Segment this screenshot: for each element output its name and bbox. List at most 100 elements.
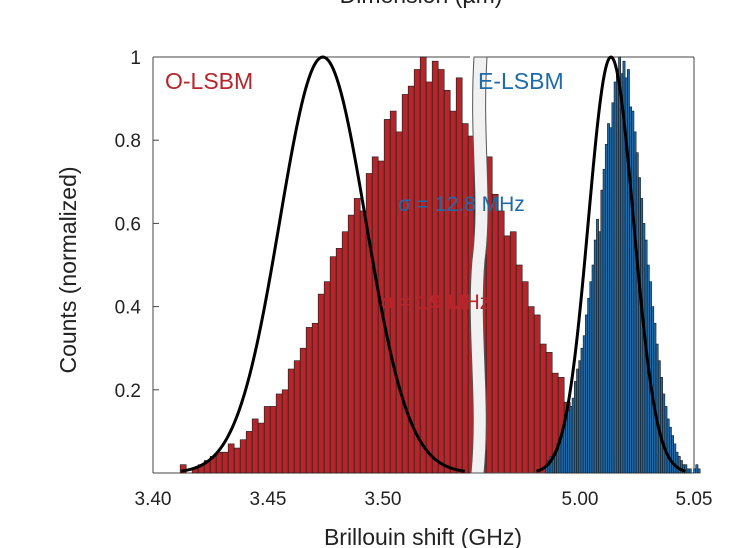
histogram-bar xyxy=(245,431,253,474)
gaussian-fit-curve xyxy=(180,55,466,473)
histogram-bar xyxy=(539,343,547,474)
histogram-bar xyxy=(503,235,511,474)
histogram-bar xyxy=(618,56,621,474)
histogram-bar xyxy=(425,81,433,474)
y-tick-label: 1 xyxy=(130,48,141,69)
histogram-bar xyxy=(359,210,367,474)
histogram-bar xyxy=(335,248,343,474)
histogram-bar xyxy=(578,360,582,474)
histogram-bar xyxy=(635,152,639,474)
histogram-bar xyxy=(341,231,349,474)
sigma-annotation-o: σ = 19 MHz xyxy=(381,291,490,314)
histogram-bar xyxy=(673,443,677,474)
histogram-bar xyxy=(668,426,672,474)
histogram-bar xyxy=(596,218,599,474)
histogram-bar xyxy=(323,281,331,474)
histogram-bar xyxy=(666,418,670,474)
histogram-bar xyxy=(629,106,633,474)
y-tick-label: 0.6 xyxy=(115,214,141,235)
histogram-bar xyxy=(576,368,580,474)
histogram-bar xyxy=(571,397,575,474)
histogram-bar xyxy=(671,435,674,474)
histogram-bar xyxy=(693,468,697,474)
histogram-bar xyxy=(515,264,523,474)
histogram-bar xyxy=(688,468,692,474)
histogram-bar xyxy=(574,381,577,474)
histogram-bar xyxy=(293,360,301,474)
histogram-bar xyxy=(585,314,588,474)
histogram-bar xyxy=(604,144,608,474)
histogram-bar xyxy=(593,239,597,474)
histogram-bar xyxy=(609,127,613,474)
histogram-bar xyxy=(257,422,265,474)
histogram-bar xyxy=(491,193,499,474)
histogram-bar xyxy=(299,347,307,474)
histogram-bar xyxy=(305,327,313,474)
break-band xyxy=(469,56,489,474)
histogram-bar xyxy=(521,281,529,474)
histogram-bar xyxy=(602,169,606,474)
histogram-bar xyxy=(371,156,379,474)
x-tick-label: 5.05 xyxy=(676,489,713,510)
sigma-annotation-e: σ = 12.8 MHz xyxy=(398,193,525,216)
top-label-cut: Dimension (µm) xyxy=(340,0,503,8)
x-tick-label: 3.40 xyxy=(135,489,172,510)
histogram-bar xyxy=(233,447,241,474)
histogram-bar xyxy=(580,347,584,474)
histogram-bars xyxy=(545,56,701,474)
histogram-bar xyxy=(413,69,421,474)
histogram-bar xyxy=(600,189,604,474)
series-label-e-lsbm: E-LSBM xyxy=(478,68,564,94)
histogram-bar xyxy=(227,443,235,474)
axis-break-mark xyxy=(469,56,489,474)
histogram-bar xyxy=(437,69,445,474)
histogram-bar xyxy=(565,418,568,474)
histogram-bar xyxy=(611,102,615,474)
histogram-bar xyxy=(239,439,247,474)
histogram-bar xyxy=(497,210,505,474)
histogram-bar xyxy=(607,123,610,474)
histogram-bar xyxy=(545,352,553,474)
histogram-bar xyxy=(589,281,593,474)
histogram-bar xyxy=(251,418,259,474)
histogram-bar xyxy=(329,256,337,474)
histogram-bar xyxy=(347,214,355,474)
series-label-o-lsbm: O-LSBM xyxy=(165,68,253,94)
histogram-bar xyxy=(443,89,451,474)
histogram-bar xyxy=(686,468,690,474)
histogram-bar xyxy=(569,406,573,474)
histogram-bar xyxy=(620,73,624,474)
histogram-bar xyxy=(591,264,595,474)
histogram-bar xyxy=(221,451,229,474)
histogram-bar xyxy=(633,131,637,474)
histogram-bar xyxy=(615,69,619,474)
histogram-bar xyxy=(660,377,663,474)
y-tick-label: 0.8 xyxy=(115,131,141,152)
histogram-bar xyxy=(419,56,427,474)
x-tick-label: 3.50 xyxy=(365,489,402,510)
panel-o-lsbm xyxy=(152,55,637,474)
histogram-bar xyxy=(353,198,361,474)
x-tick-label: 3.45 xyxy=(250,489,287,510)
histogram-bar xyxy=(263,406,271,474)
histogram-bar xyxy=(317,293,325,474)
gaussian-fit-curve xyxy=(535,55,687,473)
histogram-bar xyxy=(533,314,541,474)
x-tick-labels: 3.40 3.45 3.50 5.00 5.05 xyxy=(135,489,713,510)
histogram-bar xyxy=(311,322,319,474)
histogram-bar xyxy=(365,173,373,474)
y-tick-label: 0.2 xyxy=(115,381,141,402)
histogram-bar xyxy=(567,410,571,474)
histogram-bar xyxy=(562,426,566,474)
histogram-bar xyxy=(582,335,586,474)
histogram-bar xyxy=(655,343,659,474)
histogram-bar xyxy=(613,81,617,474)
histogram-bar xyxy=(657,360,661,474)
histogram-bar xyxy=(664,406,668,474)
panel-e-lsbm xyxy=(482,55,701,474)
histogram-bar xyxy=(455,77,463,474)
y-tick-label: 0.4 xyxy=(115,298,142,319)
histogram-bar xyxy=(627,69,630,474)
histogram-bar xyxy=(675,451,679,474)
